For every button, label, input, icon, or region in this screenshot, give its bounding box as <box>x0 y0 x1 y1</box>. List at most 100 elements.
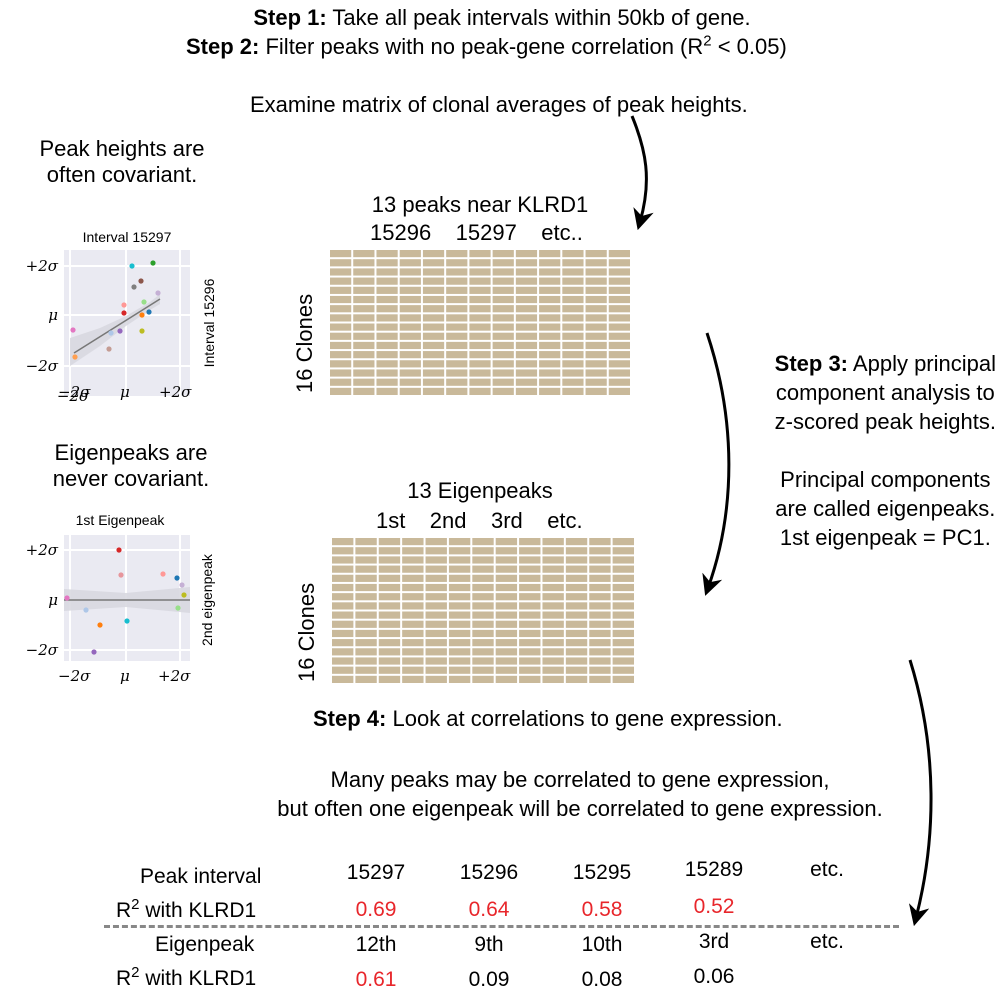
matrix-cell <box>469 360 491 368</box>
matrix-cell <box>612 611 634 619</box>
matrix-cell <box>515 387 538 395</box>
matrix-cell <box>422 341 445 350</box>
row1-label: Peak interval <box>140 865 262 888</box>
matrix-cell <box>355 611 377 619</box>
matrix-cell <box>402 611 424 619</box>
matrix-cell <box>353 360 375 368</box>
r3c4: 3rd <box>698 930 730 953</box>
matrix-cell <box>608 387 630 395</box>
matrix-cell <box>589 538 611 546</box>
arrow-step3 <box>702 332 731 596</box>
r1c1: 15297 <box>346 861 406 884</box>
eigen-line2: never covariant. <box>52 466 210 491</box>
matrix-cell <box>448 657 471 665</box>
matrix-cell <box>515 305 538 313</box>
matrix-cell <box>399 360 421 368</box>
matrix-cell <box>612 583 634 592</box>
matrix-cell <box>469 250 491 258</box>
matrix-cell <box>562 378 584 386</box>
matrix-cell <box>448 602 471 610</box>
covariant-line1: Peak heights are <box>39 136 205 161</box>
matrix-cell <box>565 538 588 546</box>
matrix-cell <box>519 556 541 564</box>
matrix-cell <box>492 387 514 395</box>
matrix1-rows-label: 16 Clones <box>292 293 317 393</box>
many-line2: but often one eigenpeak will be correlat… <box>277 796 883 821</box>
matrix-cell <box>469 332 491 340</box>
matrix-cell <box>376 360 398 368</box>
step3-label: Step 3: <box>774 351 849 376</box>
matrix-cell <box>492 332 514 340</box>
matrix-cell <box>515 360 538 368</box>
matrix-cell <box>492 314 514 322</box>
matrix-cell <box>353 314 375 322</box>
matrix-cell <box>519 657 541 665</box>
matrix-cell <box>472 648 494 656</box>
matrix-cell <box>565 666 588 674</box>
matrix-cell <box>542 620 564 628</box>
r1c4: 15289 <box>684 858 744 881</box>
matrix-cell <box>330 314 352 322</box>
matrix-cell <box>402 574 424 582</box>
matrix-cell <box>446 341 468 350</box>
matrix-cell <box>515 341 538 350</box>
matrix-cell <box>562 314 584 322</box>
xtick-mid: μ <box>120 667 130 685</box>
matrix-cell <box>332 593 354 601</box>
matrix-cell <box>585 378 607 386</box>
step2-label: Step 2: <box>186 34 260 59</box>
point <box>150 260 156 266</box>
matrix-cell <box>589 675 611 683</box>
row2-label: R2 with KLRD1 <box>116 896 257 922</box>
matrix-cell <box>399 305 421 313</box>
matrix-cell <box>589 666 611 674</box>
point <box>97 622 103 628</box>
step2-text-post: < 0.05) <box>711 34 787 59</box>
peak-matrix <box>330 250 632 397</box>
matrix-cell <box>402 629 424 638</box>
matrix-cell <box>353 268 375 276</box>
matrix-cell <box>585 351 607 359</box>
matrix-cell <box>515 259 538 267</box>
matrix-cell <box>519 602 541 610</box>
matrix-cell <box>353 250 375 258</box>
matrix-cell <box>446 314 468 322</box>
r4c1: 0.61 <box>355 968 397 991</box>
matrix-cell <box>608 341 630 350</box>
matrix-cell <box>402 639 424 647</box>
matrix-cell <box>562 323 584 331</box>
matrix-cell <box>539 250 561 258</box>
step4-line: Step 4: Look at correlations to gene exp… <box>313 706 783 732</box>
matrix-cell <box>472 611 494 619</box>
matrix-cell <box>472 666 494 674</box>
matrix-cell <box>608 332 630 340</box>
matrix-cell <box>562 295 584 304</box>
matrix-cell <box>376 305 398 313</box>
matrix-cell <box>589 620 611 628</box>
matrix-cell <box>330 323 352 331</box>
point <box>116 547 122 553</box>
matrix-cell <box>519 565 541 573</box>
matrix-cell <box>378 611 401 619</box>
matrix-cell <box>472 639 494 647</box>
matrix-cell <box>472 547 494 555</box>
matrix-cell <box>376 369 398 377</box>
matrix-cell <box>353 259 375 267</box>
point <box>181 592 187 598</box>
point <box>108 330 114 336</box>
matrix-cell <box>446 250 468 258</box>
r3c3: 10th <box>581 933 623 956</box>
matrix-cell <box>446 268 468 276</box>
matrix-cell <box>539 268 561 276</box>
plot-title: 1st Eigenpeak <box>76 512 166 528</box>
matrix-cell <box>448 666 471 674</box>
point <box>117 328 123 334</box>
matrix-cell <box>402 547 424 555</box>
matrix-cell <box>492 268 514 276</box>
matrix-cell <box>539 387 561 395</box>
matrix-cell <box>542 639 564 647</box>
matrix-cell <box>422 369 445 377</box>
point <box>160 571 166 577</box>
r3c2: 9th <box>474 933 504 956</box>
matrix-cell <box>472 620 494 628</box>
